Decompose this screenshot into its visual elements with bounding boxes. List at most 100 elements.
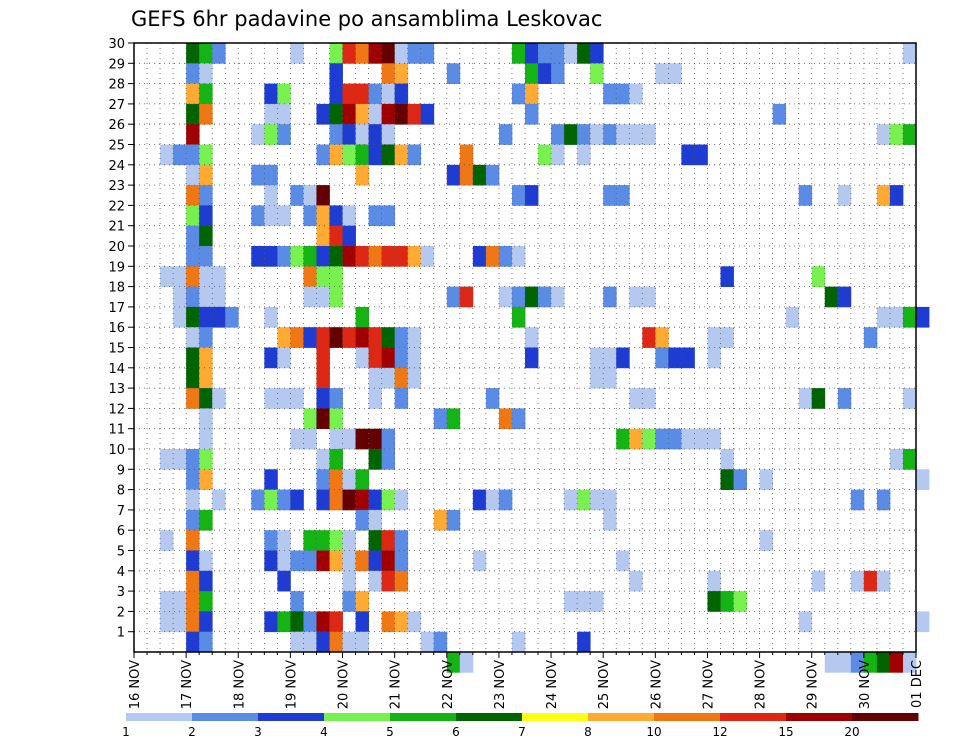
heatmap-cell bbox=[212, 388, 226, 409]
y-tick-label: 6 bbox=[117, 524, 125, 539]
heatmap-cell bbox=[694, 428, 708, 450]
x-tick-label: 17 NOV bbox=[180, 660, 195, 709]
heatmap-cell bbox=[342, 469, 356, 490]
heatmap-cell bbox=[264, 205, 278, 227]
colorbar-label: 6 bbox=[452, 725, 460, 739]
heatmap-cell bbox=[277, 83, 291, 105]
heatmap-cell bbox=[863, 327, 878, 348]
heatmap-cell bbox=[225, 306, 239, 328]
heatmap-cell bbox=[511, 631, 526, 653]
heatmap-cell bbox=[590, 489, 604, 511]
heatmap-cell bbox=[199, 469, 213, 490]
heatmap-cell bbox=[290, 550, 304, 572]
heatmap-cell bbox=[485, 388, 500, 409]
heatmap-cell bbox=[316, 327, 330, 348]
heatmap-cell bbox=[303, 286, 317, 308]
heatmap-cell bbox=[355, 469, 369, 490]
heatmap-cell bbox=[277, 347, 291, 369]
heatmap-cell bbox=[251, 164, 265, 186]
heatmap-cell bbox=[785, 306, 800, 328]
heatmap-cell bbox=[381, 367, 396, 389]
heatmap-cell bbox=[173, 144, 187, 166]
heatmap-cell bbox=[329, 550, 343, 572]
y-tick-label: 14 bbox=[108, 362, 125, 377]
y-tick-label: 27 bbox=[108, 98, 125, 113]
heatmap-cell bbox=[407, 347, 422, 369]
heatmap-cell bbox=[199, 449, 213, 470]
heatmap-cell bbox=[681, 144, 695, 166]
heatmap-cell bbox=[381, 347, 396, 369]
heatmap-cell bbox=[902, 43, 917, 64]
heatmap-cell bbox=[824, 652, 839, 673]
heatmap-cell bbox=[212, 286, 226, 308]
heatmap-cell bbox=[837, 652, 852, 673]
heatmap-cell bbox=[303, 246, 317, 267]
heatmap-cell bbox=[446, 509, 461, 531]
heatmap-cell bbox=[355, 611, 369, 633]
heatmap-cell bbox=[199, 225, 213, 247]
heatmap-cell bbox=[511, 185, 526, 206]
y-tick-label: 15 bbox=[108, 342, 125, 357]
heatmap-cell bbox=[290, 489, 304, 511]
heatmap-cell bbox=[316, 103, 330, 125]
x-tick-label: 28 NOV bbox=[754, 660, 769, 709]
heatmap-cell bbox=[329, 225, 343, 247]
heatmap-cell bbox=[355, 489, 369, 511]
heatmap-cell bbox=[433, 408, 448, 430]
heatmap-cell bbox=[798, 185, 813, 206]
heatmap-cell bbox=[342, 103, 356, 125]
heatmap-cell bbox=[837, 286, 852, 308]
heatmap-cell bbox=[590, 591, 604, 612]
heatmap-cell bbox=[837, 185, 852, 206]
heatmap-cell bbox=[329, 83, 343, 105]
heatmap-cell bbox=[303, 266, 317, 287]
heatmap-cell bbox=[290, 591, 304, 612]
heatmap-cell bbox=[368, 83, 383, 105]
colorbar: 1 2 3 4 5 6 7 8 10 12 15 20 bbox=[122, 713, 919, 739]
heatmap-cell bbox=[498, 286, 513, 308]
x-tick-label: 01 DEC bbox=[910, 660, 925, 708]
heatmap-cell bbox=[616, 83, 630, 105]
heatmap-cell bbox=[329, 428, 343, 450]
heatmap-cell bbox=[577, 144, 591, 166]
heatmap-cell bbox=[368, 489, 383, 511]
heatmap-cell bbox=[655, 327, 669, 348]
heatmap-cell bbox=[916, 306, 930, 328]
heatmap-cell bbox=[368, 530, 383, 551]
heatmap-cell bbox=[264, 388, 278, 409]
y-tick-label: 21 bbox=[108, 220, 125, 235]
heatmap-cell bbox=[368, 347, 383, 369]
y-tick-label: 19 bbox=[108, 260, 125, 275]
heatmap-cell bbox=[342, 489, 356, 511]
heatmap-cell bbox=[264, 530, 278, 551]
heatmap-cell bbox=[446, 63, 461, 84]
colorbar-label: 2 bbox=[188, 725, 196, 739]
heatmap-cell bbox=[355, 164, 369, 186]
heatmap-cell bbox=[355, 509, 369, 531]
y-tick-label: 4 bbox=[117, 565, 125, 580]
heatmap-cell bbox=[264, 246, 278, 267]
y-tick-label: 12 bbox=[108, 402, 125, 417]
heatmap-cell bbox=[720, 591, 734, 612]
heatmap-cell bbox=[407, 144, 422, 166]
heatmap-cell bbox=[316, 185, 330, 206]
heatmap-cell bbox=[577, 43, 591, 64]
heatmap-cell bbox=[642, 428, 656, 450]
y-tick-label: 18 bbox=[108, 281, 125, 296]
heatmap-cell bbox=[186, 164, 200, 186]
heatmap-cell bbox=[186, 631, 200, 653]
heatmap-cell bbox=[420, 631, 435, 653]
x-tick-label: 30 NOV bbox=[858, 660, 873, 709]
heatmap-cell bbox=[498, 124, 513, 145]
heatmap-cell bbox=[368, 246, 383, 267]
heatmap-cell bbox=[694, 144, 708, 166]
heatmap-cell bbox=[590, 63, 604, 84]
heatmap-cell bbox=[355, 591, 369, 612]
heatmap-cell bbox=[277, 550, 291, 572]
y-tick-label: 2 bbox=[117, 605, 125, 620]
heatmap-cell bbox=[342, 570, 356, 592]
heatmap-cell bbox=[316, 489, 330, 511]
heatmap-cell bbox=[303, 611, 317, 633]
heatmap-cell bbox=[642, 327, 656, 348]
heatmap-cell bbox=[199, 591, 213, 612]
